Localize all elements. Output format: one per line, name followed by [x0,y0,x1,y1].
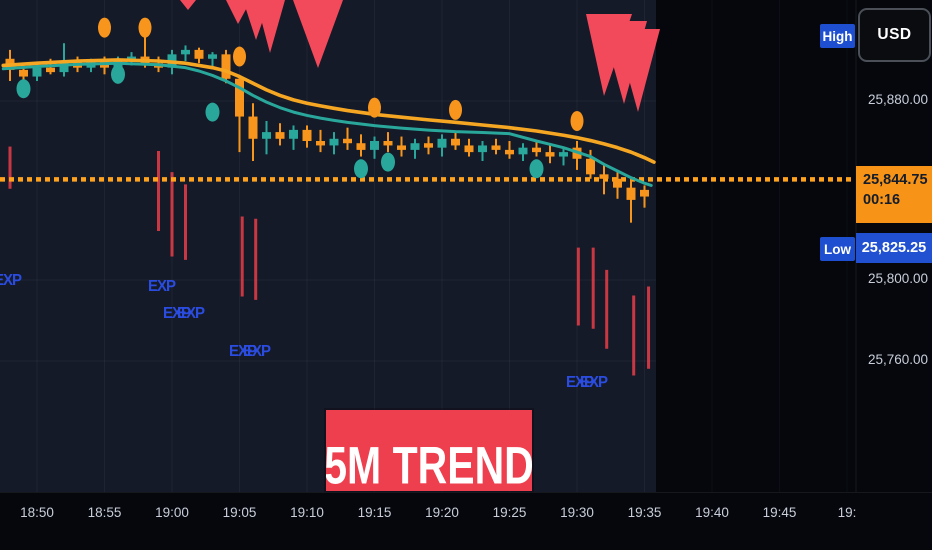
ema-fast-teal-line [1,61,653,187]
candle-body [532,147,541,153]
signal-dot-teal [354,159,368,179]
signal-dot-teal [381,152,395,172]
time-axis-label: 19:00 [155,505,189,520]
exp-label: EXP [0,271,22,290]
candle-body [545,152,555,157]
sell-arrow-icon [226,0,251,24]
candle-body [505,149,514,155]
candle-body [343,138,352,144]
sell-arrow-icon [293,0,343,68]
exp-label: EXP [580,373,608,392]
low-badge-label: Low [824,241,851,257]
signal-dot-teal [529,159,544,179]
candle-body [491,145,501,150]
exp-label: EXP [163,304,191,323]
candle-body [410,143,420,150]
exp-label: EXP [243,342,271,361]
candle-body [221,54,231,79]
candle-body [370,141,379,150]
signal-dot-orange [570,111,584,131]
currency-button-label: USD [877,26,912,43]
candle-body [451,138,460,146]
time-axis-label: 18:55 [87,505,122,520]
candle-body [316,141,325,146]
time-axis-label: 19:15 [357,505,392,520]
signal-dot-orange [449,99,462,120]
signal-dot-orange [138,17,152,38]
candle-body [640,189,649,197]
candle-body [275,132,285,139]
currency-button[interactable]: USD [858,8,931,62]
ema-slow-orange-line [1,58,656,164]
signal-dot-orange [233,46,246,67]
time-axis-label: 19:10 [290,505,324,520]
time-axis-label: 19:30 [560,505,594,520]
candle-body [613,178,622,188]
candle-body [19,69,28,77]
candle-body [289,129,298,139]
trend-banner-label: 5M TREND [326,436,532,491]
signal-dot-orange [98,17,111,38]
candle-body [329,138,339,146]
candle-body [478,145,487,153]
signal-dot-teal [16,79,31,99]
candle-body [262,132,271,139]
candle-body [32,67,42,77]
candle-body [586,158,595,175]
countdown-timer: 00:16 [863,192,901,209]
trend-banner: 5M TREND [324,408,534,493]
time-axis-label: 19:35 [627,505,662,520]
time-axis-label: 19:40 [695,505,729,520]
candle-body [626,187,636,200]
high-badge-label: High [822,28,853,44]
low-badge: Low [820,237,855,261]
active-price-value: 25,844.75 [863,172,928,188]
signal-dot-teal [111,64,125,84]
candle-body [559,152,568,157]
sell-arrow-icon [615,29,660,112]
high-badge: High [820,24,855,48]
candle-body [46,67,55,73]
signal-dot-orange [368,97,381,118]
price-axis-label: 25,800.00 [867,271,928,286]
exp-label: EXP [148,277,176,296]
candle-body [397,145,406,150]
candle-body [248,116,258,139]
candle-body [464,145,474,153]
sell-arrow-icon [256,0,285,53]
time-axis-label: 19: [837,505,857,520]
low-price-tag: 25,825.25 [856,233,932,263]
time-axis-label: 19:20 [425,505,459,520]
time-axis-label: 19:45 [762,505,797,520]
candle-body [424,143,433,148]
candle-body [208,54,217,59]
candle-body [356,143,366,150]
exp-label: EXP [229,342,257,361]
time-axis-label: 18:50 [20,505,54,520]
candle-body [302,129,312,141]
candle-body [518,147,528,155]
candle-body [383,141,393,146]
candle-body [437,138,447,148]
exp-label: EXP [177,304,205,323]
candle-body [599,174,609,179]
low-price-value: 25,825.25 [861,240,927,256]
active-price-tag: 25,844.75 00:16 [856,166,932,223]
price-axis-label: 25,880.00 [867,92,928,107]
candle-body [194,49,204,59]
price-axis-label: 25,760.00 [867,352,928,367]
signal-dot-teal [205,102,220,122]
time-axis-label: 19:05 [222,505,257,520]
exp-label: EXP [566,373,594,392]
sell-arrow-icon [180,0,196,10]
time-axis-bar[interactable]: 18:50 18:55 19:00 19:05 19:10 19:15 19:20 19:25… [0,492,932,550]
time-axis-label: 19:25 [492,505,527,520]
candle-body [181,49,190,55]
candle-body [235,78,244,117]
